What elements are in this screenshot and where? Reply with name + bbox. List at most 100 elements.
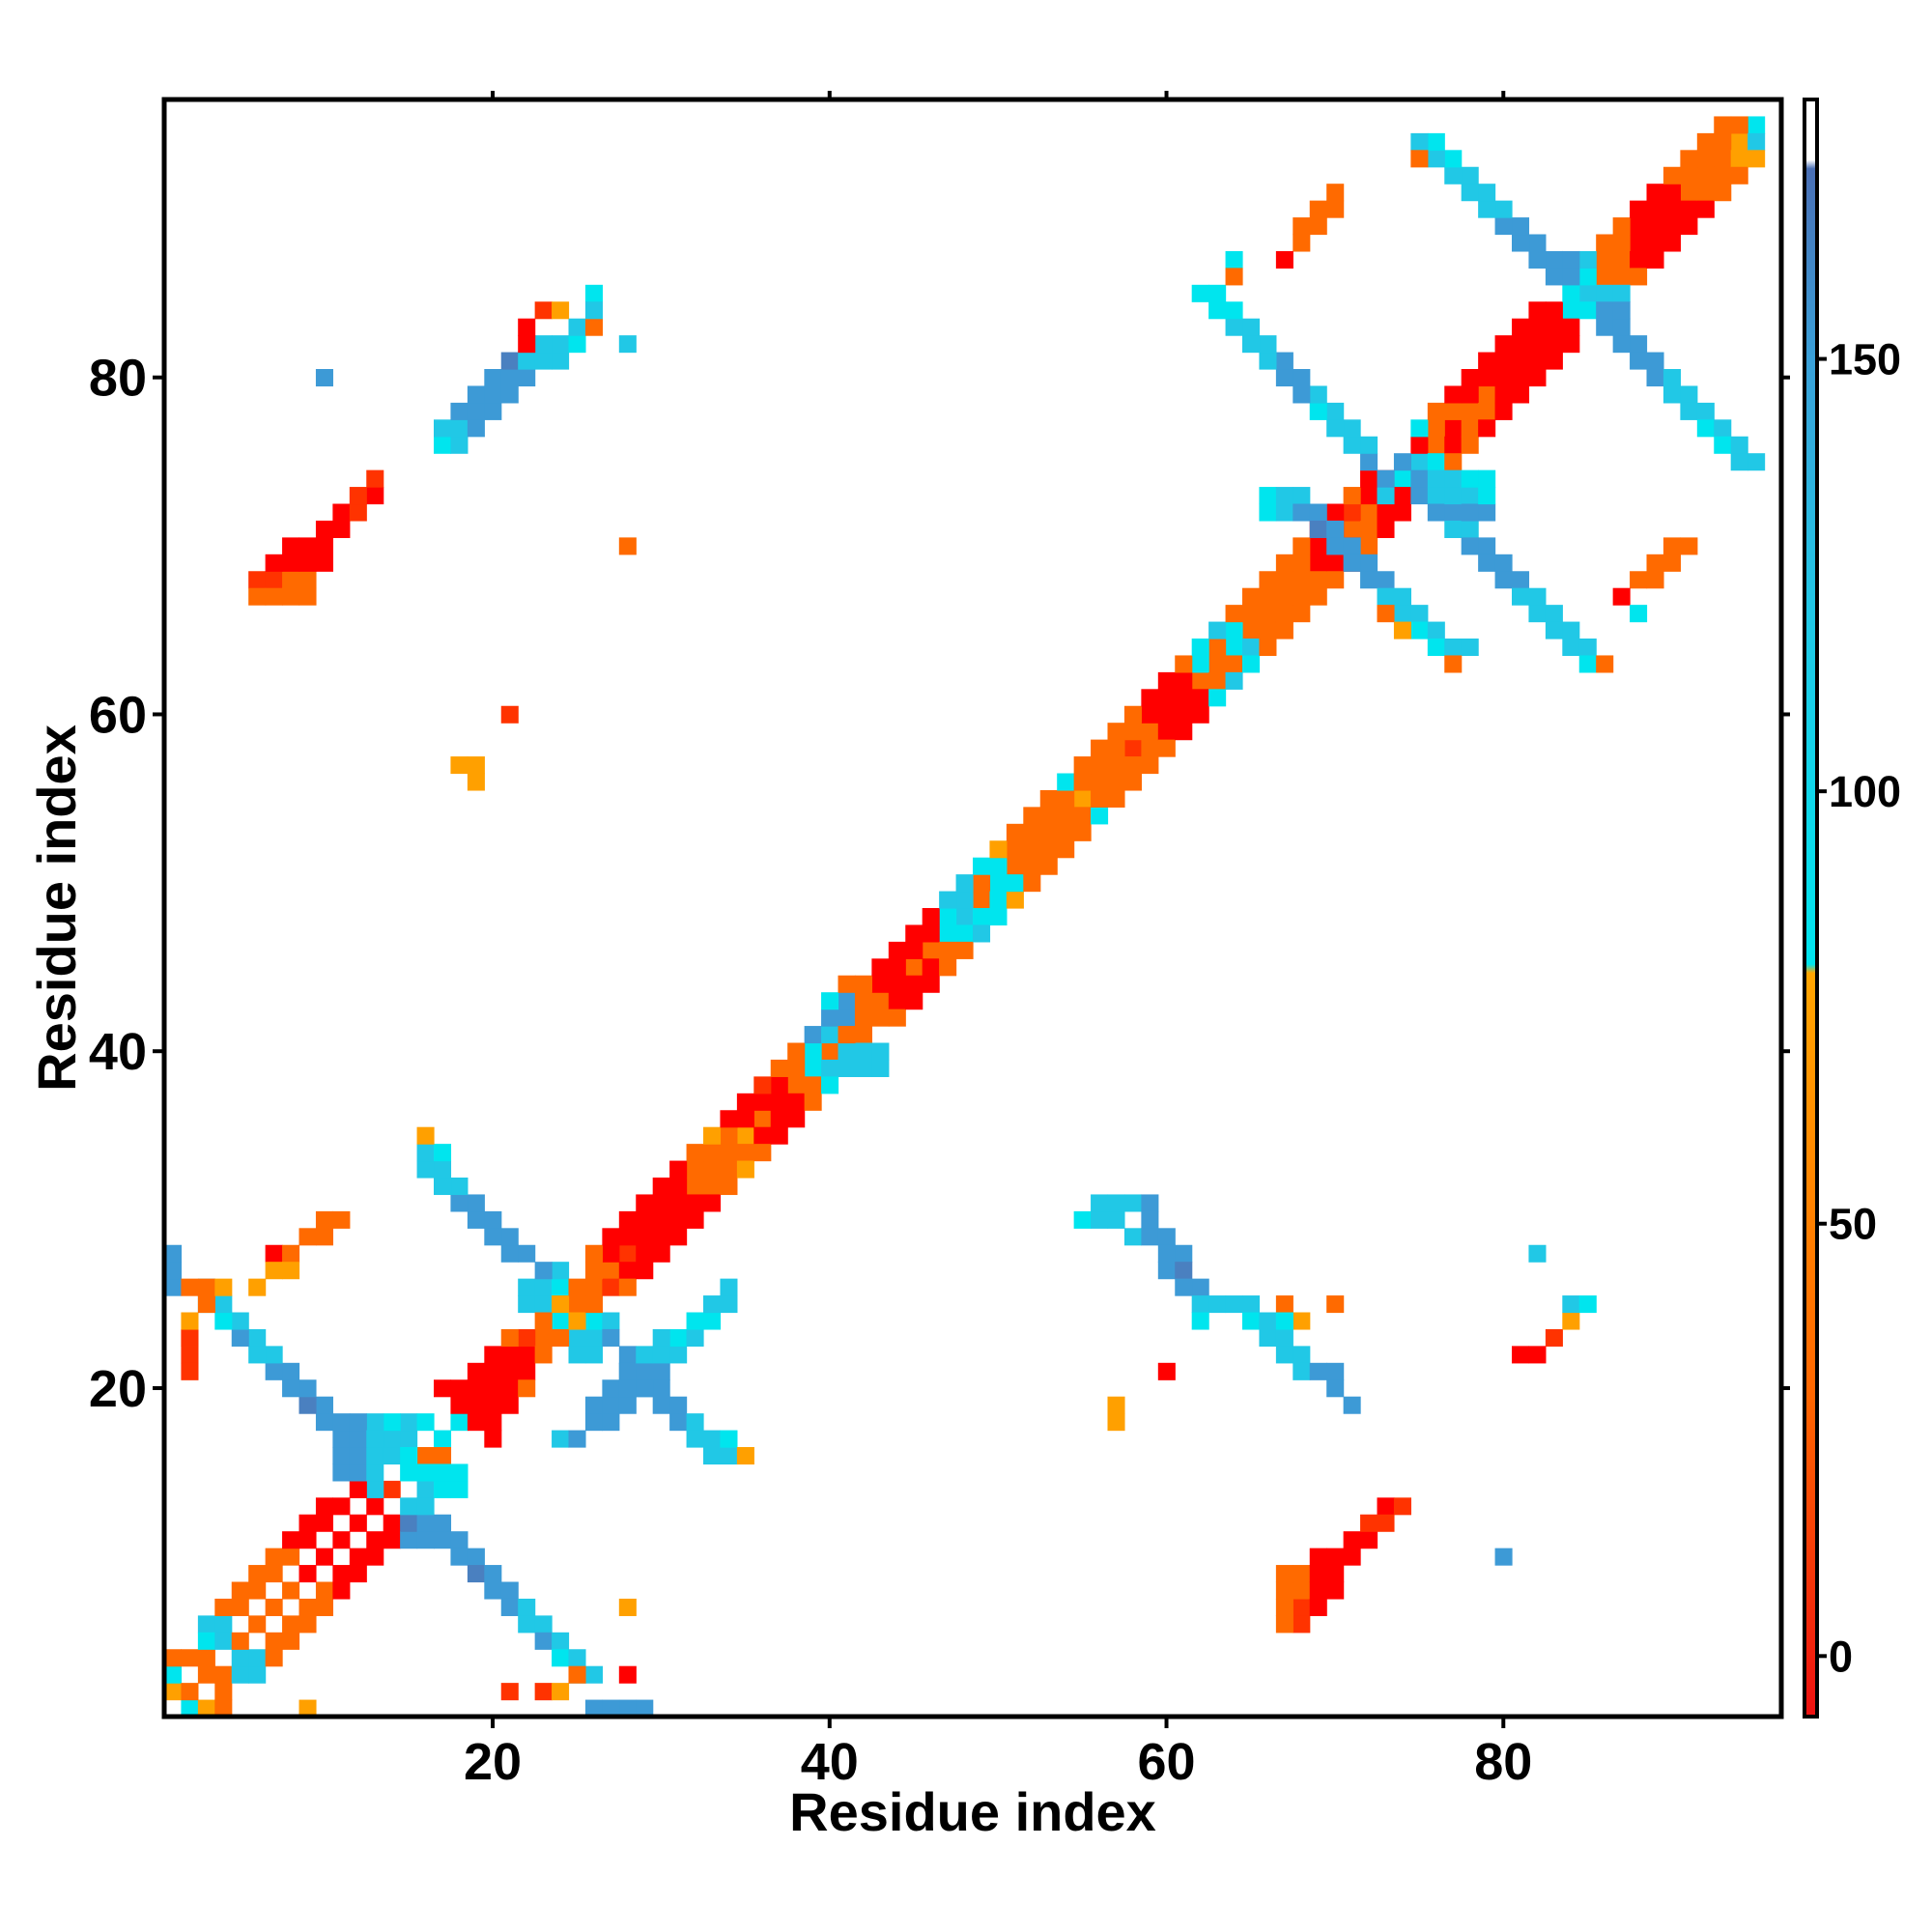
heatmap-cell (602, 1228, 620, 1246)
heatmap-cell (349, 1430, 367, 1448)
heatmap-cell (1427, 150, 1445, 168)
heatmap-cell (1662, 554, 1681, 572)
heatmap-cell (265, 1244, 283, 1263)
heatmap-cell (636, 1362, 654, 1380)
heatmap-cell (282, 1379, 300, 1398)
heatmap-cell (467, 419, 485, 438)
heatmap-cell (1259, 571, 1277, 589)
heatmap-cell (248, 1581, 267, 1600)
heatmap-cell (804, 1026, 822, 1044)
heatmap-cell (248, 1649, 267, 1667)
heatmap-cell (500, 1346, 519, 1364)
heatmap-cell (973, 891, 991, 909)
heatmap-cell (265, 1548, 283, 1566)
heatmap-cell (753, 1144, 772, 1162)
heatmap-cell (484, 1210, 502, 1229)
heatmap-cell (568, 1346, 586, 1364)
heatmap-cell (400, 1463, 418, 1482)
heatmap-cell (383, 1447, 401, 1465)
heatmap-cell (1562, 1295, 1580, 1314)
heatmap-cell (450, 1463, 469, 1482)
heatmap-cell (1512, 318, 1530, 336)
heatmap-cell (1410, 621, 1429, 639)
heatmap-cell (534, 1295, 553, 1314)
heatmap-cell (1343, 1396, 1361, 1414)
y-tick-label: 40 (89, 1023, 147, 1081)
heatmap-cell (736, 1160, 754, 1179)
heatmap-cell (518, 1379, 536, 1398)
heatmap-cell (1006, 891, 1024, 909)
heatmap-cell (1478, 469, 1496, 488)
heatmap-cell (1275, 1581, 1293, 1600)
heatmap-cell (652, 1379, 670, 1398)
heatmap-cell (298, 1699, 317, 1718)
heatmap-cell (1393, 453, 1411, 471)
heatmap-cell (989, 857, 1008, 875)
heatmap-cell (1646, 571, 1664, 589)
heatmap-cell (584, 1278, 603, 1296)
heatmap-cell (349, 1447, 367, 1465)
heatmap-cell (1141, 1194, 1159, 1212)
heatmap-cell (1578, 1295, 1597, 1314)
heatmap-cell (265, 571, 283, 589)
heatmap-cell (416, 1447, 435, 1465)
heatmap-cell (720, 1160, 738, 1179)
heatmap-cell (518, 1328, 536, 1347)
heatmap-cell (636, 1379, 654, 1398)
heatmap-cell (703, 1178, 722, 1196)
heatmap-cell (197, 1665, 215, 1684)
heatmap-cell (905, 992, 923, 1010)
heatmap-cell (484, 1346, 502, 1364)
heatmap-cell (164, 1665, 183, 1684)
heatmap-cell (366, 1548, 384, 1566)
heatmap-cell (500, 705, 519, 724)
heatmap-cell (602, 1413, 620, 1432)
heatmap-cell (298, 1514, 317, 1532)
heatmap-cell (669, 1413, 688, 1432)
heatmap-cell (568, 335, 586, 354)
heatmap-cell (1343, 487, 1361, 505)
heatmap-cell (282, 1632, 300, 1650)
heatmap-cell (1259, 587, 1277, 606)
heatmap-cell (1528, 1346, 1547, 1364)
heatmap-cell (1494, 217, 1513, 236)
heatmap-cell (1578, 639, 1597, 657)
heatmap-cell (1612, 301, 1631, 320)
heatmap-cell (1444, 655, 1463, 673)
heatmap-cell (669, 1346, 688, 1364)
heatmap-cell (1562, 268, 1580, 286)
heatmap-cell (434, 1480, 452, 1498)
heatmap-cell (1293, 385, 1311, 404)
heatmap-cell (1612, 587, 1631, 606)
heatmap-cell (1343, 503, 1361, 522)
heatmap-cell (500, 1244, 519, 1263)
heatmap-cell (1478, 352, 1496, 370)
heatmap-cell (770, 1059, 788, 1077)
heatmap-cell (315, 520, 333, 538)
heatmap-cell (484, 1413, 502, 1432)
heatmap-cell (1393, 621, 1411, 639)
heatmap-cell (1478, 200, 1496, 218)
heatmap-cell (1512, 587, 1530, 606)
heatmap-cell (636, 1346, 654, 1364)
heatmap-cell (1309, 554, 1327, 572)
heatmap-cell (1191, 689, 1209, 707)
heatmap-cell (568, 1430, 586, 1448)
heatmap-cell (871, 975, 890, 993)
heatmap-cell (1293, 1565, 1311, 1583)
heatmap-cell (618, 1278, 637, 1296)
heatmap-cell (181, 1312, 199, 1330)
x-tick-label: 20 (464, 1733, 522, 1791)
heatmap-cell (1528, 335, 1547, 354)
heatmap-cell (1225, 1295, 1243, 1314)
heatmap-cell (500, 1581, 519, 1600)
heatmap-cell (1107, 789, 1125, 808)
heatmap-cell (854, 975, 872, 993)
heatmap-cell (1225, 605, 1243, 623)
heatmap-cell (434, 1160, 452, 1179)
heatmap-cell (1410, 487, 1429, 505)
heatmap-cell (1528, 234, 1547, 252)
heatmap-cell (248, 1615, 267, 1634)
heatmap-cell (1478, 537, 1496, 555)
heatmap-cell (973, 857, 991, 875)
